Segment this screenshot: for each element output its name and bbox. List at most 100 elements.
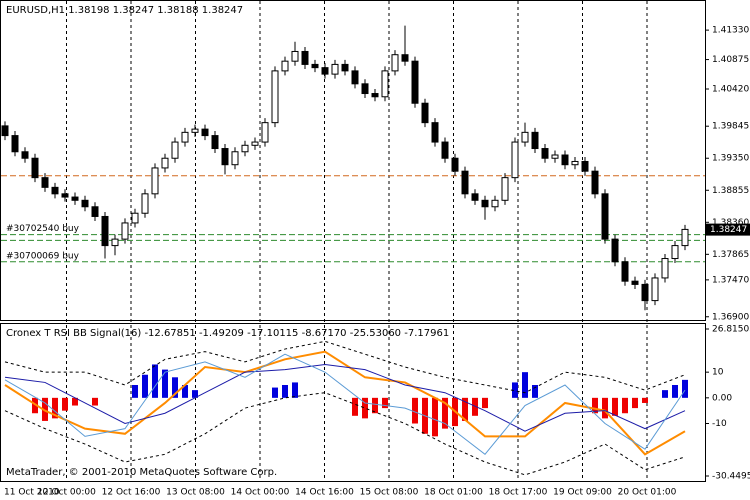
candle-body xyxy=(1,125,9,137)
candle-body xyxy=(71,196,79,201)
candle-body xyxy=(221,148,229,166)
histogram-bar xyxy=(182,384,188,398)
candle-body xyxy=(551,154,559,159)
indicator-line xyxy=(4,353,686,456)
histogram-bar xyxy=(382,397,388,409)
candle-body xyxy=(371,93,379,98)
price-tick-label: 1.36900 xyxy=(712,312,749,322)
histogram-bar xyxy=(442,397,448,429)
time-label: 14 Oct 16:00 xyxy=(295,488,354,498)
indicator-line xyxy=(4,392,686,476)
histogram-bar xyxy=(92,397,98,406)
time-label: 14 Oct 00:00 xyxy=(231,488,290,498)
time-label: 20 Oct 01:00 xyxy=(618,488,677,498)
candle-body xyxy=(211,135,219,150)
time-label: 18 Oct 01:00 xyxy=(424,488,483,498)
histogram-bar xyxy=(532,384,538,398)
candle-body xyxy=(261,122,269,143)
histogram-bar xyxy=(642,397,648,403)
candle-body xyxy=(561,154,569,166)
histogram-bar xyxy=(42,397,48,421)
histogram-bar xyxy=(412,397,418,424)
candle-body xyxy=(321,67,329,75)
candle-body xyxy=(421,102,429,124)
time-label: 18 Oct 17:00 xyxy=(489,488,548,498)
candle-body xyxy=(631,280,639,285)
candle-body xyxy=(641,283,649,302)
price-tick-label: 1.37865 xyxy=(712,250,749,260)
candle-body xyxy=(331,63,339,75)
time-label: 13 Oct 08:00 xyxy=(166,488,225,498)
candle-body xyxy=(51,186,59,195)
candle-body xyxy=(31,157,39,179)
current-price-box xyxy=(706,223,750,236)
candle-body xyxy=(281,60,289,72)
candle-body xyxy=(101,215,109,247)
histogram-bar xyxy=(282,384,288,398)
histogram-bar xyxy=(172,377,178,398)
histogram-bar xyxy=(482,397,488,409)
candle-body xyxy=(341,63,349,72)
candle-body xyxy=(471,193,479,201)
indicator-line xyxy=(4,340,686,394)
candle-body xyxy=(351,70,359,85)
candle-body xyxy=(461,170,469,195)
candle-body xyxy=(511,141,519,179)
histogram-bar xyxy=(72,397,78,406)
candle-body xyxy=(151,167,159,195)
histogram-bar xyxy=(62,397,68,411)
candle-body xyxy=(121,222,129,240)
time-label: 15 Oct 08:00 xyxy=(360,488,419,498)
price-panel-frame xyxy=(0,0,706,321)
candle-body xyxy=(311,63,319,69)
order-label: #30700069 buy xyxy=(6,251,80,261)
candle-body xyxy=(441,141,449,159)
candle-body xyxy=(291,50,299,62)
candle-body xyxy=(81,199,89,208)
candle-body xyxy=(181,131,189,143)
time-label: 19 Oct 09:00 xyxy=(553,488,612,498)
current-price-label: 1.38247 xyxy=(710,225,747,235)
candle-body xyxy=(491,199,499,208)
candle-body xyxy=(21,151,29,159)
candle-body xyxy=(251,141,259,146)
indicator-tick-label: 10 xyxy=(712,368,724,378)
histogram-bar xyxy=(52,397,58,419)
price-tick-label: 1.39350 xyxy=(712,154,749,164)
price-tick-label: 1.41330 xyxy=(712,26,749,36)
candle-body xyxy=(111,238,119,247)
candle-body xyxy=(681,228,689,247)
histogram-bar xyxy=(362,397,368,419)
histogram-bar xyxy=(632,397,638,409)
candle-body xyxy=(671,245,679,260)
histogram-bar xyxy=(292,382,298,398)
histogram-bar xyxy=(682,379,688,398)
histogram-bar xyxy=(32,397,38,414)
candle-body xyxy=(231,151,239,166)
histogram-bar xyxy=(672,384,678,398)
candle-body xyxy=(391,54,399,72)
copyright: MetaTrader, © 2001-2010 MetaQuotes Softw… xyxy=(6,467,277,478)
candle-body xyxy=(501,177,509,201)
price-tick-label: 1.38855 xyxy=(712,186,749,196)
indicator-tick-label: 26.81503 xyxy=(712,325,750,335)
candle-body xyxy=(521,131,529,143)
histogram-bar xyxy=(592,397,598,414)
price-tick-label: 1.40420 xyxy=(712,85,749,95)
candle-body xyxy=(191,128,199,133)
indicator-tick-label: -30.44958 xyxy=(712,472,750,482)
histogram-bar xyxy=(152,364,158,398)
indicator-panel-frame xyxy=(0,323,706,482)
histogram-bar xyxy=(192,390,198,398)
candle-body xyxy=(361,83,369,95)
price-chart-title: EURUSD,H1 1.38198 1.38247 1.38188 1.3824… xyxy=(6,5,243,16)
candle-body xyxy=(271,70,279,124)
candle-body xyxy=(61,193,69,198)
indicator-title: Cronex T RSI BB Signal(16) -12.67851 -1.… xyxy=(6,328,449,339)
candle-body xyxy=(381,70,389,98)
candle-body xyxy=(11,135,19,153)
candle-body xyxy=(431,122,439,143)
candle-body xyxy=(41,177,49,188)
